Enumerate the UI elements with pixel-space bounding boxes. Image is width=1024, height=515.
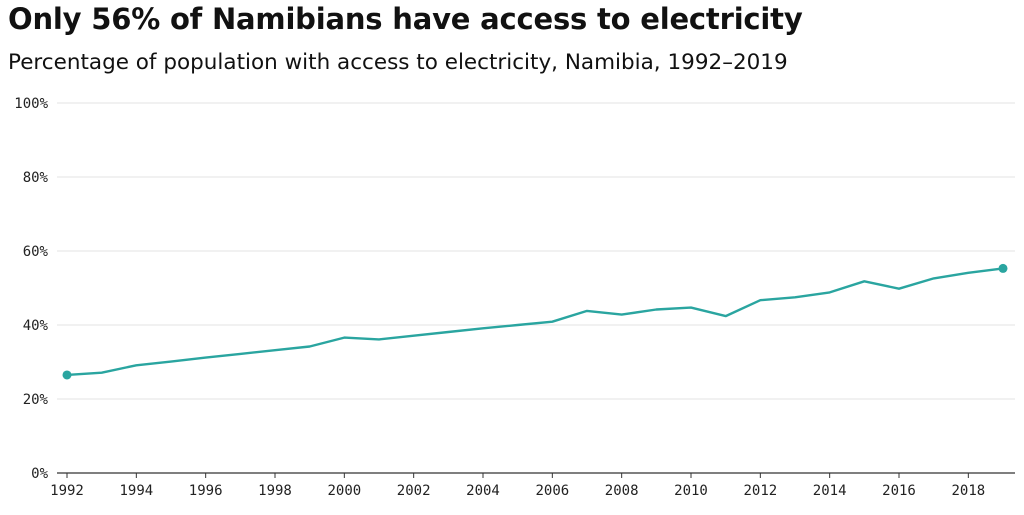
- chart-subtitle: Percentage of population with access to …: [8, 50, 788, 75]
- x-tick-label: 2010: [674, 483, 708, 499]
- x-tick-label: 1994: [119, 483, 153, 499]
- y-tick-label: 40%: [23, 318, 49, 334]
- x-tick-label: 2006: [535, 483, 569, 499]
- x-tick-label: 2004: [466, 483, 500, 499]
- y-tick-label: 60%: [23, 244, 49, 260]
- x-tick-label: 1996: [189, 483, 223, 499]
- x-tick-label: 2018: [951, 483, 985, 499]
- x-tick-label: 2000: [327, 483, 361, 499]
- gridlines: [57, 102, 1015, 474]
- y-axis-ticks: 0% 20% 40% 60% 80% 100%: [14, 96, 48, 482]
- end-point-marker: [998, 263, 1008, 273]
- x-tick-label: 2014: [813, 483, 847, 499]
- x-tick-label: 1998: [258, 483, 292, 499]
- y-tick-label: 80%: [23, 170, 49, 186]
- x-tick-label: 2012: [743, 483, 777, 499]
- series: [62, 263, 1008, 380]
- x-tick-label: 2002: [397, 483, 431, 499]
- x-tick-label: 1992: [50, 483, 84, 499]
- y-tick-label: 100%: [14, 96, 48, 112]
- x-axis-ticks: 1992 1994 1996 1998 2000 2002 2004 2006 2008 2010…: [50, 473, 985, 499]
- y-tick-label: 0%: [31, 466, 48, 482]
- y-tick-label: 20%: [23, 392, 49, 408]
- start-point-marker: [62, 370, 72, 380]
- x-tick-label: 2016: [882, 483, 916, 499]
- x-tick-label: 2008: [605, 483, 639, 499]
- chart-title: Only 56% of Namibians have access to ele…: [8, 2, 803, 36]
- series-line: [65, 267, 1005, 377]
